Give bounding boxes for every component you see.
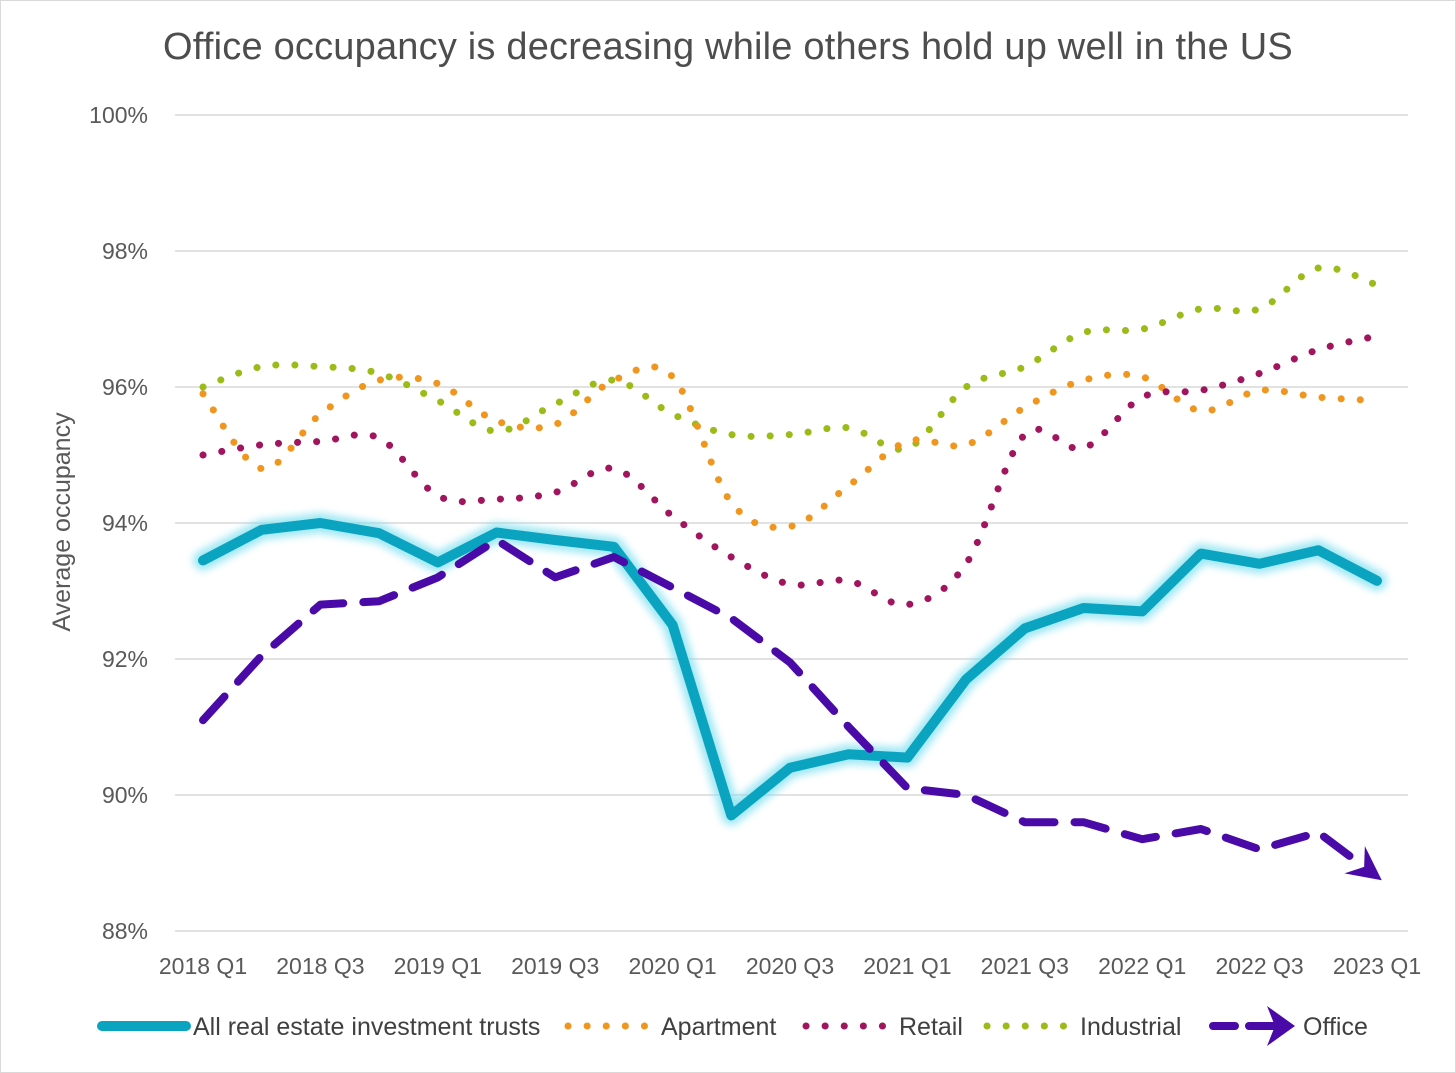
x-tick-label: 2019 Q3 — [511, 953, 599, 979]
y-tick-label: 88% — [102, 918, 148, 944]
x-tick-label: 2021 Q3 — [981, 953, 1069, 979]
y-tick-label: 92% — [102, 646, 148, 672]
series-office — [199, 536, 1382, 881]
x-tick-label: 2019 Q1 — [394, 953, 482, 979]
x-axis-tick-labels: 2018 Q1 2018 Q3 2019 Q1 2019 Q3 2020 Q1 2020 … — [159, 953, 1421, 979]
y-tick-label: 100% — [89, 102, 148, 128]
series-line-apartment — [199, 363, 1381, 531]
y-axis-label: Average occupancy — [48, 412, 76, 632]
x-tick-label: 2022 Q3 — [1215, 953, 1303, 979]
series-all-real-estate-investment-trusts — [193, 513, 1387, 826]
x-tick-label: 2022 Q1 — [1098, 953, 1186, 979]
series-line-office — [199, 536, 1367, 870]
y-tick-label: 96% — [102, 374, 148, 400]
legend-item-industrial: Industrial — [983, 1013, 1181, 1041]
legend-label: All real estate investment trusts — [193, 1013, 540, 1041]
series-retail — [199, 332, 1381, 609]
legend-label: Office — [1303, 1013, 1368, 1041]
legend-item-retail: Retail — [802, 1013, 963, 1041]
x-tick-label: 2020 Q1 — [628, 953, 716, 979]
legend: All real estate investment trusts Apartme… — [97, 1006, 1368, 1046]
legend-arrow-icon — [1267, 1006, 1295, 1046]
x-tick-label: 2018 Q1 — [159, 953, 247, 979]
series-line-retail — [199, 332, 1381, 609]
x-tick-label: 2023 Q1 — [1333, 953, 1421, 979]
legend-label: Industrial — [1080, 1013, 1181, 1041]
x-tick-label: 2018 Q3 — [276, 953, 364, 979]
series-lines — [193, 263, 1387, 881]
legend-item-all-real-estate-investment-trusts: All real estate investment trusts — [97, 1013, 540, 1041]
legend-item-apartment: Apartment — [564, 1013, 776, 1041]
series-apartment — [199, 363, 1381, 531]
legend-item-office: Office — [1209, 1006, 1368, 1046]
series-arrowhead-office — [1344, 846, 1382, 881]
series-industrial — [199, 263, 1381, 453]
y-tick-label: 94% — [102, 510, 148, 536]
x-tick-label: 2020 Q3 — [746, 953, 834, 979]
y-tick-label: 98% — [102, 238, 148, 264]
y-axis-tick-labels: 88% 90% 92% 94% 96% 98% 100% — [89, 102, 148, 944]
chart-title: Office occupancy is decreasing while oth… — [163, 26, 1293, 68]
legend-label: Retail — [899, 1013, 963, 1041]
series-line-all-real-estate-investment-trusts — [198, 518, 1382, 821]
x-tick-label: 2021 Q1 — [863, 953, 951, 979]
y-tick-label: 90% — [102, 782, 148, 808]
series-line-industrial — [199, 263, 1381, 453]
legend-label: Apartment — [661, 1013, 776, 1041]
